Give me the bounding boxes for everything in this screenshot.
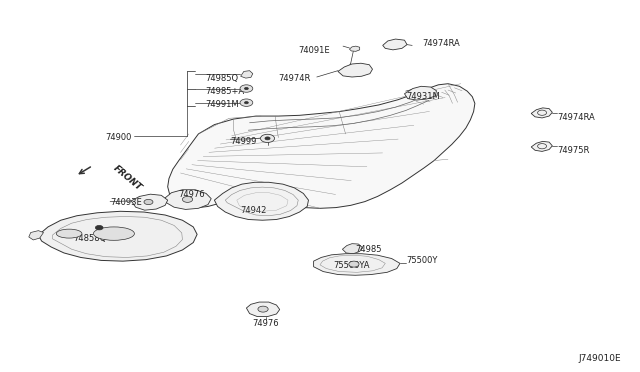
Polygon shape [214, 182, 308, 220]
Polygon shape [314, 254, 400, 275]
Text: FRONT: FRONT [112, 164, 144, 193]
Text: 74931M: 74931M [406, 92, 440, 101]
Polygon shape [342, 244, 362, 254]
Polygon shape [349, 46, 360, 51]
Text: 75500Y: 75500Y [406, 256, 438, 265]
Text: 74985: 74985 [355, 245, 381, 254]
Circle shape [260, 134, 275, 142]
Text: 74974RA: 74974RA [557, 113, 595, 122]
Text: 74974RA: 74974RA [422, 39, 460, 48]
Text: 74858Q: 74858Q [74, 234, 107, 243]
Polygon shape [383, 39, 407, 50]
Text: J749010E: J749010E [578, 355, 621, 363]
Polygon shape [131, 194, 168, 210]
Text: 74976: 74976 [252, 319, 279, 328]
Polygon shape [168, 84, 475, 208]
Circle shape [258, 306, 268, 312]
Polygon shape [29, 231, 44, 240]
Polygon shape [38, 211, 197, 261]
Text: 74093E: 74093E [110, 198, 142, 207]
Text: 74985+A: 74985+A [205, 87, 244, 96]
Circle shape [244, 87, 248, 90]
Ellipse shape [56, 229, 82, 238]
Text: 74999: 74999 [230, 137, 257, 146]
Circle shape [182, 196, 193, 202]
Text: 74985Q: 74985Q [205, 74, 238, 83]
Polygon shape [531, 141, 552, 151]
Text: 74900: 74900 [105, 133, 131, 142]
Circle shape [240, 99, 253, 106]
Text: 74974R: 74974R [278, 74, 310, 83]
Text: 74975R: 74975R [557, 146, 589, 155]
Polygon shape [246, 302, 280, 317]
Polygon shape [338, 63, 372, 77]
Text: 74991M: 74991M [205, 100, 239, 109]
Circle shape [265, 137, 270, 140]
Polygon shape [165, 190, 211, 209]
Text: 74942: 74942 [240, 206, 266, 215]
Circle shape [144, 199, 153, 205]
Circle shape [349, 261, 359, 267]
Circle shape [244, 102, 248, 104]
Polygon shape [241, 71, 253, 78]
Circle shape [95, 225, 103, 230]
Circle shape [240, 85, 253, 92]
Text: 74976: 74976 [178, 190, 205, 199]
Text: 75500YA: 75500YA [333, 262, 369, 270]
Ellipse shape [93, 227, 134, 240]
Polygon shape [531, 108, 552, 118]
Polygon shape [404, 86, 436, 100]
Text: 74091E: 74091E [298, 46, 330, 55]
